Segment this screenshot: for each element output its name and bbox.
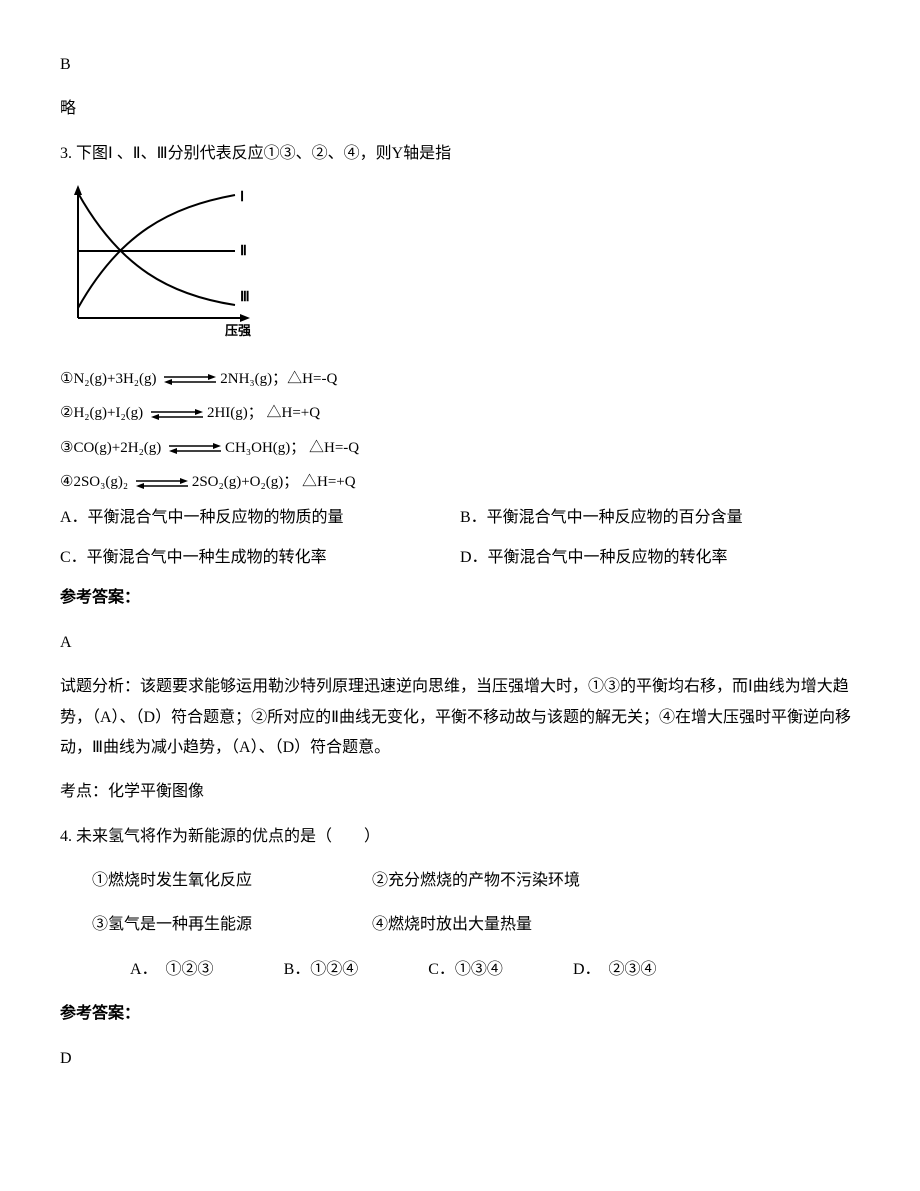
prev-answer: B [60, 50, 860, 80]
svg-text:Ⅱ: Ⅱ [240, 244, 247, 259]
q3-chart: Ⅰ Ⅱ Ⅲ 压强 [60, 183, 860, 354]
q4-item-4: ④燃烧时放出大量热量 [372, 910, 532, 940]
q4-option-c: C．①③④ [428, 955, 503, 985]
q3-option-a: A．平衡混合气中一种反应物的物质的量 [60, 503, 460, 533]
q4-option-a: A． ①②③ [130, 955, 214, 985]
q4-items-row2: ③氢气是一种再生能源 ④燃烧时放出大量热量 [60, 910, 860, 940]
svg-text:Ⅰ: Ⅰ [240, 190, 244, 205]
q3-equations: ①N₂(g)+3H₂(g) 2NH₃(g)；△H=-Q ②H₂(g)+I₂(g) … [60, 365, 860, 497]
q4-answer: D [60, 1044, 860, 1074]
q4-option-d: D． ②③④ [573, 955, 657, 985]
q4-option-b: B．①②④ [284, 955, 359, 985]
q4-answer-label: 参考答案： [60, 999, 860, 1029]
equation-line: ①N₂(g)+3H₂(g) 2NH₃(g)；△H=-Q [60, 365, 860, 394]
q3-option-b: B．平衡混合气中一种反应物的百分含量 [460, 503, 860, 533]
q4-options: A． ①②③ B．①②④ C．①③④ D． ②③④ [60, 955, 860, 985]
q3-stem: 3. 下图Ⅰ 、Ⅱ、Ⅲ分别代表反应①③、②、④，则Y轴是指 [60, 139, 860, 169]
svg-text:压强: 压强 [225, 323, 251, 338]
svg-text:Ⅲ: Ⅲ [240, 290, 250, 305]
q4-item-2: ②充分燃烧的产物不污染环境 [372, 866, 580, 896]
q3-analysis: 试题分析：该题要求能够运用勒沙特列原理迅速逆向思维，当压强增大时，①③的平衡均右… [60, 672, 860, 763]
pressure-chart-svg: Ⅰ Ⅱ Ⅲ 压强 [60, 183, 270, 343]
equation-line: ④2SO₃(g)₂ 2SO₂(g)+O₂(g)； △H=+Q [60, 468, 860, 497]
q4-stem: 4. 未来氢气将作为新能源的优点的是（ ） [60, 822, 860, 852]
q3-answer-label: 参考答案： [60, 583, 860, 613]
q4-item-3: ③氢气是一种再生能源 [92, 910, 252, 940]
prev-omit: 略 [60, 94, 860, 124]
q4-items-row1: ①燃烧时发生氧化反应 ②充分燃烧的产物不污染环境 [60, 866, 860, 896]
q3-options-row1: A．平衡混合气中一种反应物的物质的量 B．平衡混合气中一种反应物的百分含量 [60, 503, 860, 533]
q3-options-row2: C．平衡混合气中一种生成物的转化率 D．平衡混合气中一种反应物的转化率 [60, 543, 860, 573]
q4-item-1: ①燃烧时发生氧化反应 [92, 866, 252, 896]
q3-option-d: D．平衡混合气中一种反应物的转化率 [460, 543, 860, 573]
equation-line: ②H₂(g)+I₂(g) 2HI(g)； △H=+Q [60, 399, 860, 428]
equation-line: ③CO(g)+2H₂(g) CH₃OH(g)； △H=-Q [60, 434, 860, 463]
q3-answer: A [60, 628, 860, 658]
q3-exam-point: 考点：化学平衡图像 [60, 777, 860, 807]
q3-option-c: C．平衡混合气中一种生成物的转化率 [60, 543, 460, 573]
